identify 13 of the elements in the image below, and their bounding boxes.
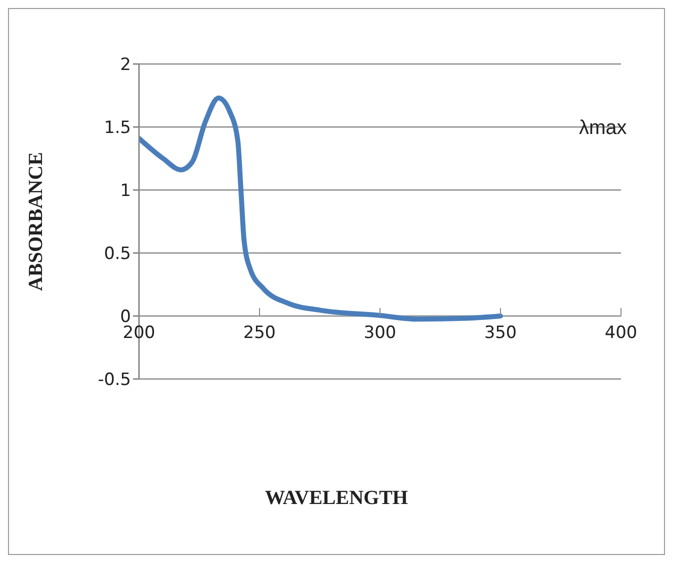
x-tick-label: 350 bbox=[484, 323, 517, 343]
x-tick-label: 300 bbox=[364, 323, 396, 343]
x-axis-title: WAVELENGTH bbox=[264, 487, 409, 510]
x-tick-label: 250 bbox=[243, 323, 276, 343]
y-tick-label: 0.5 bbox=[104, 244, 131, 264]
x-tick-label: 200 bbox=[122, 323, 156, 343]
x-tick-label: 400 bbox=[604, 323, 638, 343]
y-tick-label: -0.5 bbox=[98, 370, 131, 390]
annotation: λmax bbox=[579, 117, 627, 140]
y-tick-label: 1.5 bbox=[104, 118, 131, 138]
y-tick-label: 2 bbox=[120, 55, 131, 76]
y-tick-label: 1 bbox=[120, 181, 131, 202]
y-axis-title: ABSORBANCE bbox=[25, 152, 47, 291]
